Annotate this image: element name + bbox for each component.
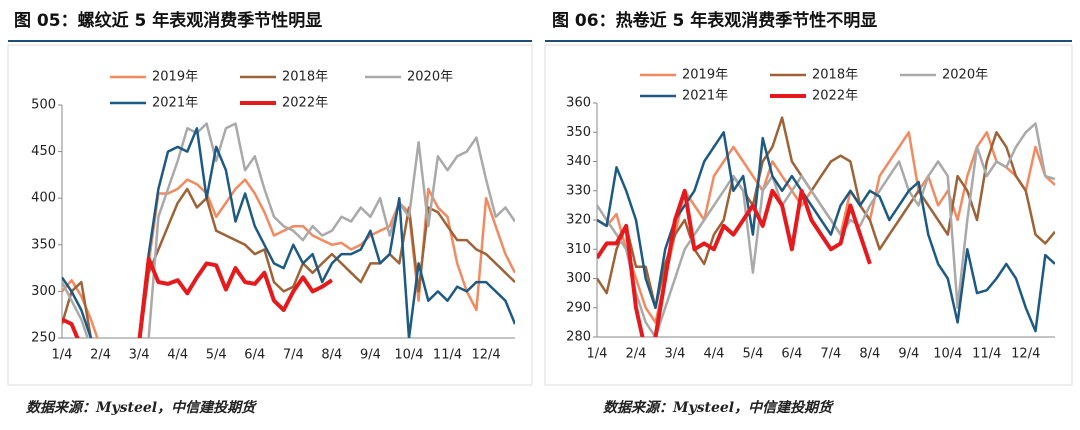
x-tick-label: 2/4 <box>626 347 647 362</box>
legend-label: 2022年 <box>812 89 858 104</box>
legend-label: 2022年 <box>282 96 328 111</box>
x-tick-label: 4/4 <box>167 348 188 363</box>
x-tick-label: 5/4 <box>206 348 227 363</box>
x-tick-label: 10/4 <box>933 347 962 362</box>
series-line <box>62 122 515 338</box>
x-tick-label: 8/4 <box>321 348 342 363</box>
y-tick-label: 290 <box>566 300 591 315</box>
y-tick-label: 250 <box>31 331 56 346</box>
x-tick-label: 6/4 <box>244 348 265 363</box>
x-tick-label: 9/4 <box>360 348 381 363</box>
x-tick-label: 4/4 <box>703 347 724 362</box>
x-tick-label: 12/4 <box>1011 347 1040 362</box>
chart-title: 图 06：热卷近 5 年表观消费季节性不明显 <box>552 10 877 31</box>
x-tick-label: 12/4 <box>471 348 500 363</box>
series-line <box>597 122 1055 337</box>
legend-label: 2018年 <box>282 70 328 85</box>
y-tick-label: 350 <box>31 237 56 252</box>
y-tick-label: 280 <box>566 330 591 345</box>
legend-label: 2020年 <box>942 68 988 83</box>
x-tick-label: 7/4 <box>820 347 841 362</box>
legend-label: 2021年 <box>152 96 198 111</box>
x-tick-label: 5/4 <box>742 347 763 362</box>
panel-border <box>544 44 1073 386</box>
x-tick-label: 2/4 <box>90 348 111 363</box>
x-tick-label: 9/4 <box>898 347 919 362</box>
source: 数据来源：Mysteel，中信建投期货 <box>26 399 257 416</box>
y-tick-label: 310 <box>566 242 591 257</box>
legend-label: 2019年 <box>682 68 728 83</box>
y-tick-label: 330 <box>566 183 591 198</box>
legend-label: 2019年 <box>152 70 198 85</box>
panel-border <box>7 44 533 386</box>
x-tick-label: 7/4 <box>283 348 304 363</box>
x-tick-label: 1/4 <box>587 347 608 362</box>
y-tick-label: 320 <box>566 213 591 228</box>
legend-label: 2018年 <box>812 68 858 83</box>
y-tick-label: 340 <box>566 154 591 169</box>
x-tick-label: 3/4 <box>129 348 150 363</box>
y-tick-label: 360 <box>566 96 591 111</box>
y-tick-label: 450 <box>31 144 56 159</box>
chart-title: 图 05：螺纹近 5 年表观消费季节性明显 <box>14 10 322 31</box>
y-tick-label: 300 <box>566 271 591 286</box>
x-tick-label: 8/4 <box>859 347 880 362</box>
y-tick-label: 300 <box>31 284 56 299</box>
source: 数据来源：Mysteel，中信建投期货 <box>603 399 834 416</box>
y-tick-label: 500 <box>31 98 56 113</box>
legend-label: 2020年 <box>407 70 453 85</box>
legend-label: 2021年 <box>682 89 728 104</box>
y-tick-label: 350 <box>566 125 591 140</box>
x-tick-label: 11/4 <box>972 347 1001 362</box>
y-tick-label: 400 <box>31 191 56 206</box>
series-line <box>62 256 334 338</box>
x-tick-label: 1/4 <box>52 348 73 363</box>
x-tick-label: 6/4 <box>781 347 802 362</box>
series-line <box>62 127 515 338</box>
x-tick-label: 11/4 <box>433 348 462 363</box>
series-line <box>597 188 872 337</box>
x-tick-label: 10/4 <box>394 348 423 363</box>
x-tick-label: 3/4 <box>664 347 685 362</box>
series-line <box>62 187 515 338</box>
